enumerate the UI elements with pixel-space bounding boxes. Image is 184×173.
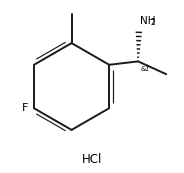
Text: NH: NH — [140, 16, 155, 26]
Text: 2: 2 — [151, 18, 155, 27]
Text: HCl: HCl — [82, 153, 102, 166]
Text: F: F — [22, 103, 28, 113]
Text: &1: &1 — [141, 66, 151, 72]
